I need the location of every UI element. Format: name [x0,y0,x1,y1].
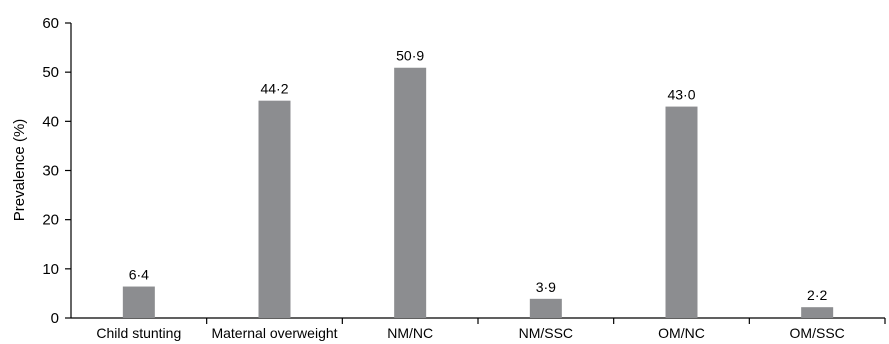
category-label: NM/NC [387,325,433,341]
data-label: 50·9 [396,48,424,64]
data-labels: 6·4 44·2 50·9 3·9 43·0 2·2 [129,48,828,303]
y-tick-label: 30 [42,163,59,180]
y-tick-label: 20 [42,212,59,229]
x-axis-category-labels: Child stunting Maternal overweight NM/NC NM… [96,325,844,341]
y-axis-ticks: 0 10 20 30 40 50 60 [42,15,71,327]
bar [801,307,834,318]
category-label: OM/NC [658,325,705,341]
data-label: 2·2 [807,287,827,303]
y-axis-label: Prevalence (%) [11,119,28,222]
bar [258,100,291,318]
data-label: 44·2 [260,81,288,97]
category-label: Child stunting [96,325,181,341]
bar [665,106,698,318]
y-tick-label: 50 [42,64,59,81]
bar [529,298,562,318]
bar [122,286,155,318]
data-label: 6·4 [129,267,149,283]
data-label: 3·9 [536,279,556,295]
bar [394,67,427,318]
data-label: 43·0 [667,87,695,103]
y-tick-label: 10 [42,261,59,278]
bars [122,67,834,318]
category-label: NM/SSC [519,325,573,341]
category-label: Maternal overweight [211,325,337,341]
axes [70,23,886,324]
y-tick-label: 60 [42,15,59,32]
y-tick-label: 40 [42,113,59,130]
category-label: OM/SSC [790,325,845,341]
y-tick-label: 0 [51,310,59,327]
